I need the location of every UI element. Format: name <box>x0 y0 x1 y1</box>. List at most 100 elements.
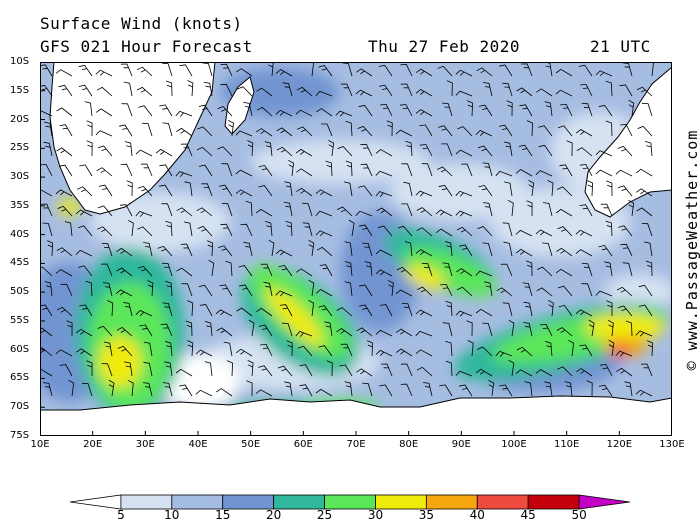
lon-label-130e: 130E <box>659 439 685 450</box>
wind-barb <box>143 242 153 257</box>
wind-barb <box>419 144 433 157</box>
wind-barb <box>326 360 333 377</box>
wind-barb <box>86 140 93 157</box>
colorbar-label-45: 45 <box>520 508 536 522</box>
wind-barb <box>344 281 353 297</box>
wind-barb <box>638 284 653 297</box>
wind-barb <box>617 305 633 317</box>
wind-barb <box>164 341 173 357</box>
lat-label-15s: 15S <box>10 84 30 96</box>
wind-barb <box>455 310 473 317</box>
wind-barb <box>400 83 413 97</box>
antarctica-coast <box>40 395 672 436</box>
wind-barb <box>379 384 393 397</box>
wind-barb <box>377 225 393 237</box>
wind-barb <box>236 68 253 77</box>
wind-barb <box>502 302 513 317</box>
wind-barb <box>120 163 133 177</box>
wind-barb <box>439 384 453 397</box>
wind-barb <box>64 221 73 237</box>
wind-barb <box>56 306 73 317</box>
lat-label-50s: 50S <box>10 286 30 298</box>
wind-barb <box>600 203 613 217</box>
wind-barb <box>457 126 473 137</box>
wind-barb <box>400 63 413 77</box>
wind-barb <box>555 268 573 277</box>
wind-barb <box>399 104 413 117</box>
wind-barb <box>138 105 153 117</box>
wind-barb <box>308 239 315 257</box>
wind-barb <box>440 283 453 297</box>
wind-barb <box>344 261 353 277</box>
wind-barb <box>502 82 513 97</box>
wind-barb <box>644 241 653 257</box>
wind-barb <box>142 122 153 137</box>
wind-barb <box>296 268 313 277</box>
wind-barb <box>555 68 573 77</box>
wind-barb <box>421 263 433 277</box>
wind-barb <box>75 328 93 337</box>
wind-barb <box>199 304 213 317</box>
wind-barb <box>226 360 234 377</box>
wind-barb <box>297 345 313 357</box>
wind-barb <box>515 248 533 257</box>
wind-barb <box>356 327 373 337</box>
wind-barb <box>555 89 573 97</box>
wind-barb <box>395 129 413 137</box>
credit-text: © www.PassageWeather.com <box>683 129 700 371</box>
wind-barb <box>316 108 333 117</box>
wind-barb <box>103 341 113 357</box>
wind-barb <box>345 160 353 177</box>
wind-barb <box>575 129 593 137</box>
wind-barb <box>255 389 273 397</box>
wind-barb <box>375 329 393 337</box>
wind-barb <box>221 163 233 177</box>
wind-barb <box>78 265 93 277</box>
wind-barb <box>461 163 473 177</box>
wind-barb <box>268 239 275 257</box>
wind-barb <box>641 223 653 237</box>
wind-barb <box>162 302 173 317</box>
wind-barb <box>97 145 113 157</box>
wind-barb <box>124 141 133 157</box>
lat-label-25s: 25S <box>10 142 30 154</box>
colorbar-swatch <box>425 494 478 510</box>
wind-barb <box>516 87 533 97</box>
wind-barb <box>246 380 253 397</box>
wind-map <box>40 62 672 436</box>
wind-barb <box>180 143 193 157</box>
wind-barb <box>239 284 253 297</box>
wind-barb <box>123 81 133 97</box>
wind-barb <box>575 309 593 317</box>
wind-barb <box>319 264 333 277</box>
wind-barb <box>380 103 393 117</box>
wind-barb <box>175 110 193 117</box>
wind-barb <box>275 290 293 297</box>
wind-barb <box>119 124 133 137</box>
wind-barb <box>526 120 533 137</box>
wind-barb <box>58 84 73 97</box>
wind-barb <box>96 167 113 177</box>
wind-barb <box>366 340 374 357</box>
wind-speed-colorbar <box>70 494 630 510</box>
wind-barb <box>137 185 153 197</box>
wind-barb <box>184 221 193 237</box>
wind-barb <box>515 229 533 237</box>
wind-barb <box>475 270 493 277</box>
wind-barb <box>275 249 293 257</box>
wind-barb <box>55 349 73 357</box>
wind-barb <box>467 340 474 357</box>
wind-barb <box>328 139 335 157</box>
wind-barb <box>283 201 293 217</box>
wind-barb <box>345 120 353 137</box>
wind-barb <box>580 83 593 97</box>
wind-barb <box>135 310 153 317</box>
wind-barb <box>455 370 473 377</box>
wind-barb <box>397 225 413 237</box>
lon-label-10e: 10E <box>30 439 50 450</box>
wind-barb <box>518 144 533 157</box>
wind-barb <box>378 64 393 77</box>
wind-barb <box>217 146 233 157</box>
wind-barb <box>66 320 73 337</box>
wind-barb <box>607 319 614 337</box>
